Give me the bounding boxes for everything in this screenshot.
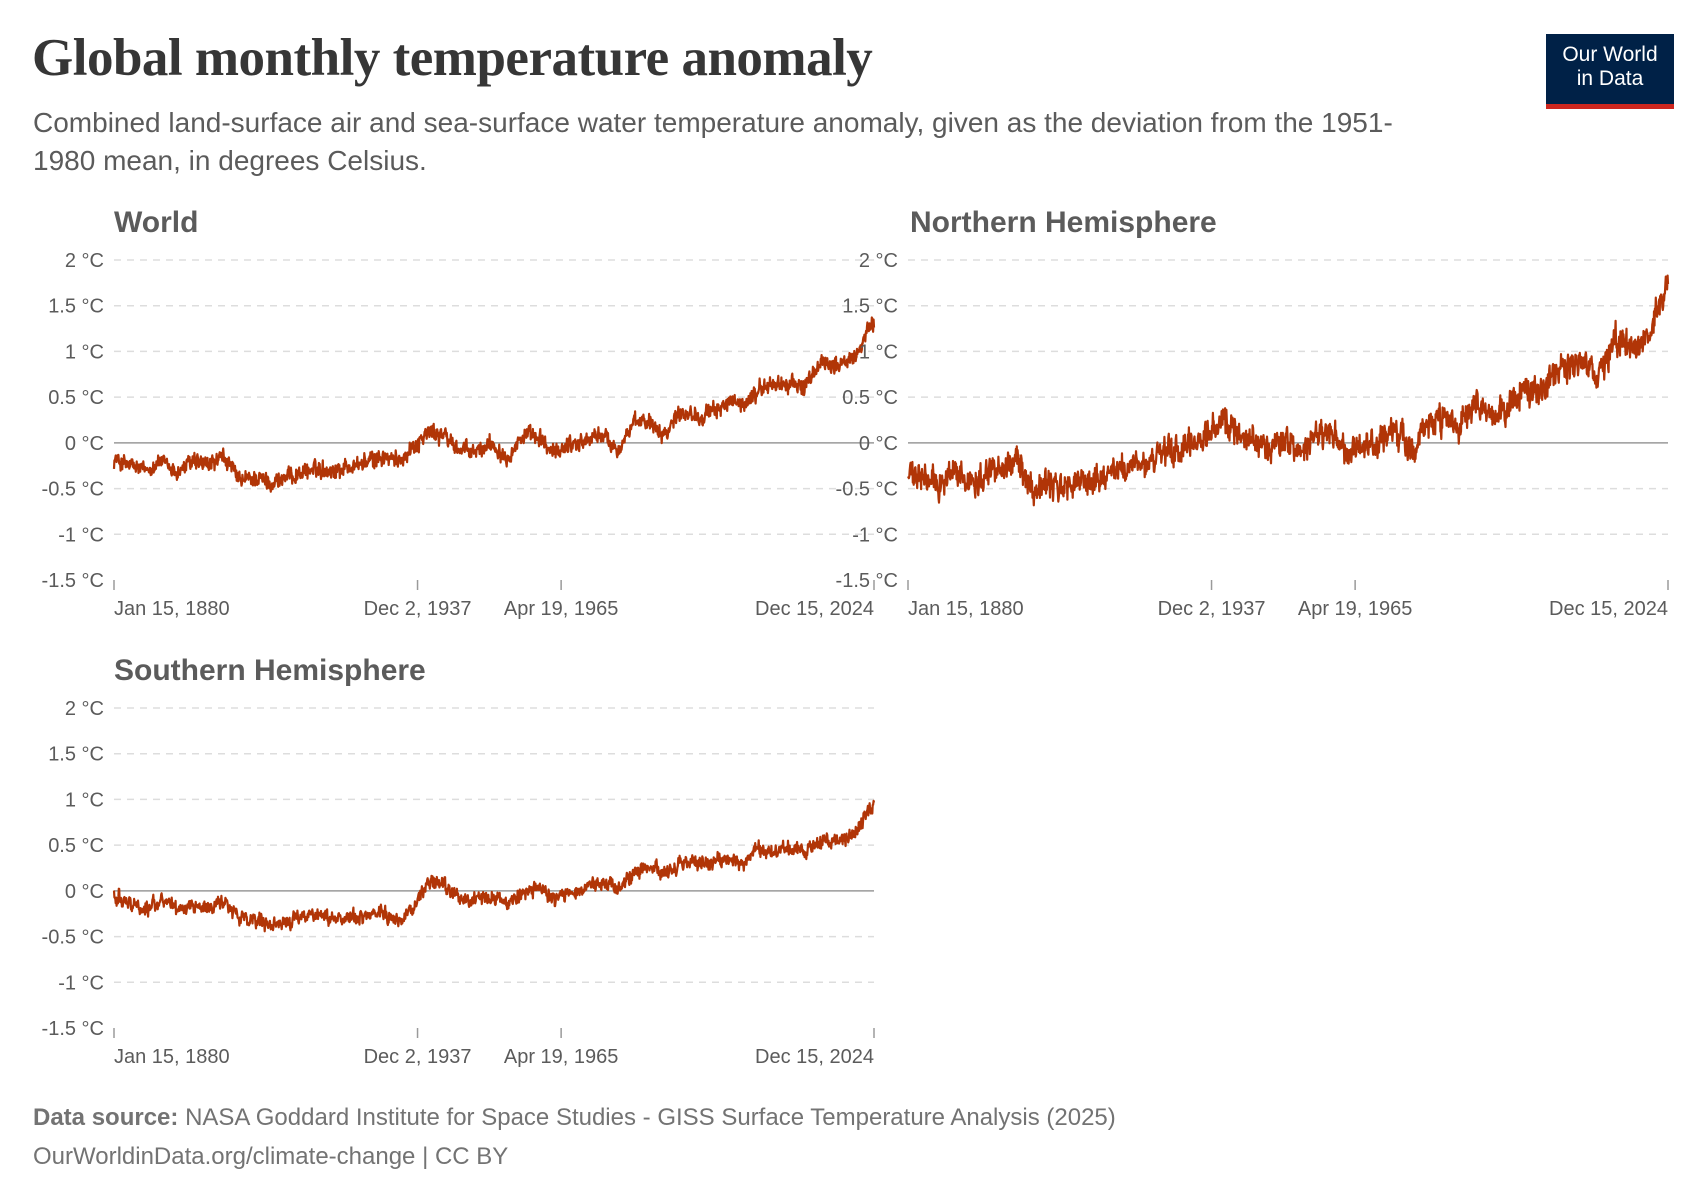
y-tick-label: -1.5 °C	[836, 570, 898, 592]
x-tick-label: Dec 15, 2024	[755, 598, 874, 620]
y-tick-label: 1.5 °C	[48, 296, 104, 318]
y-tick-label: 0.5 °C	[842, 387, 898, 409]
y-tick-label: -1 °C	[58, 972, 104, 994]
x-tick-label: Dec 2, 1937	[1158, 598, 1266, 620]
x-tick-label: Dec 15, 2024	[755, 1046, 874, 1068]
y-tick-label: -0.5 °C	[42, 479, 104, 501]
url-license[interactable]: OurWorldinData.org/climate-change | CC B…	[33, 1143, 509, 1170]
data-source-line: Data source: NASA Goddard Institute for …	[33, 1104, 1116, 1132]
y-tick-label: -1 °C	[58, 524, 104, 546]
logo-line-1: Our World	[1562, 43, 1658, 66]
y-tick-label: 0 °C	[859, 433, 898, 455]
y-tick-label: 1 °C	[65, 341, 104, 363]
x-tick-label: Apr 19, 1965	[504, 1046, 619, 1068]
y-tick-label: -0.5 °C	[836, 479, 898, 501]
x-tick-label: Jan 15, 1880	[908, 598, 1024, 620]
series-line	[907, 274, 1670, 507]
series-line	[112, 799, 876, 933]
y-tick-label: -1.5 °C	[42, 1018, 104, 1040]
y-tick-label: 0.5 °C	[48, 387, 104, 409]
logo-line-2: in Data	[1576, 67, 1644, 90]
x-tick-label: Dec 2, 1937	[364, 598, 472, 620]
y-tick-label: -1.5 °C	[42, 570, 104, 592]
data-source-text: NASA Goddard Institute for Space Studies…	[185, 1104, 1116, 1131]
y-tick-label: 2 °C	[65, 698, 104, 720]
x-tick-label: Dec 2, 1937	[364, 1046, 472, 1068]
chart-title: Global monthly temperature anomaly	[32, 29, 873, 87]
y-tick-label: 1 °C	[65, 789, 104, 811]
x-tick-label: Apr 19, 1965	[1298, 598, 1413, 620]
y-tick-label: 0.5 °C	[48, 835, 104, 857]
x-tick-label: Jan 15, 1880	[114, 1046, 230, 1068]
y-tick-label: 1.5 °C	[842, 296, 898, 318]
y-tick-label: 1 °C	[859, 341, 898, 363]
x-tick-label: Dec 15, 2024	[1549, 598, 1668, 620]
y-tick-label: 2 °C	[65, 250, 104, 272]
x-tick-label: Jan 15, 1880	[114, 598, 230, 620]
panel-title: Northern Hemisphere	[910, 206, 1217, 239]
owid-logo[interactable]: Our World in Data	[1546, 34, 1674, 109]
y-tick-label: -0.5 °C	[42, 927, 104, 949]
x-tick-label: Apr 19, 1965	[504, 598, 619, 620]
y-tick-label: 0 °C	[65, 881, 104, 903]
panel-title: World	[114, 206, 198, 239]
panel-title: Southern Hemisphere	[114, 654, 426, 687]
y-tick-label: 1.5 °C	[48, 744, 104, 766]
series-line	[112, 316, 876, 493]
data-source-label: Data source:	[33, 1104, 179, 1131]
chart-subtitle: Combined land-surface air and sea-surfac…	[33, 107, 1393, 176]
y-tick-label: -1 °C	[852, 524, 898, 546]
y-tick-label: 0 °C	[65, 433, 104, 455]
y-tick-label: 2 °C	[859, 250, 898, 272]
